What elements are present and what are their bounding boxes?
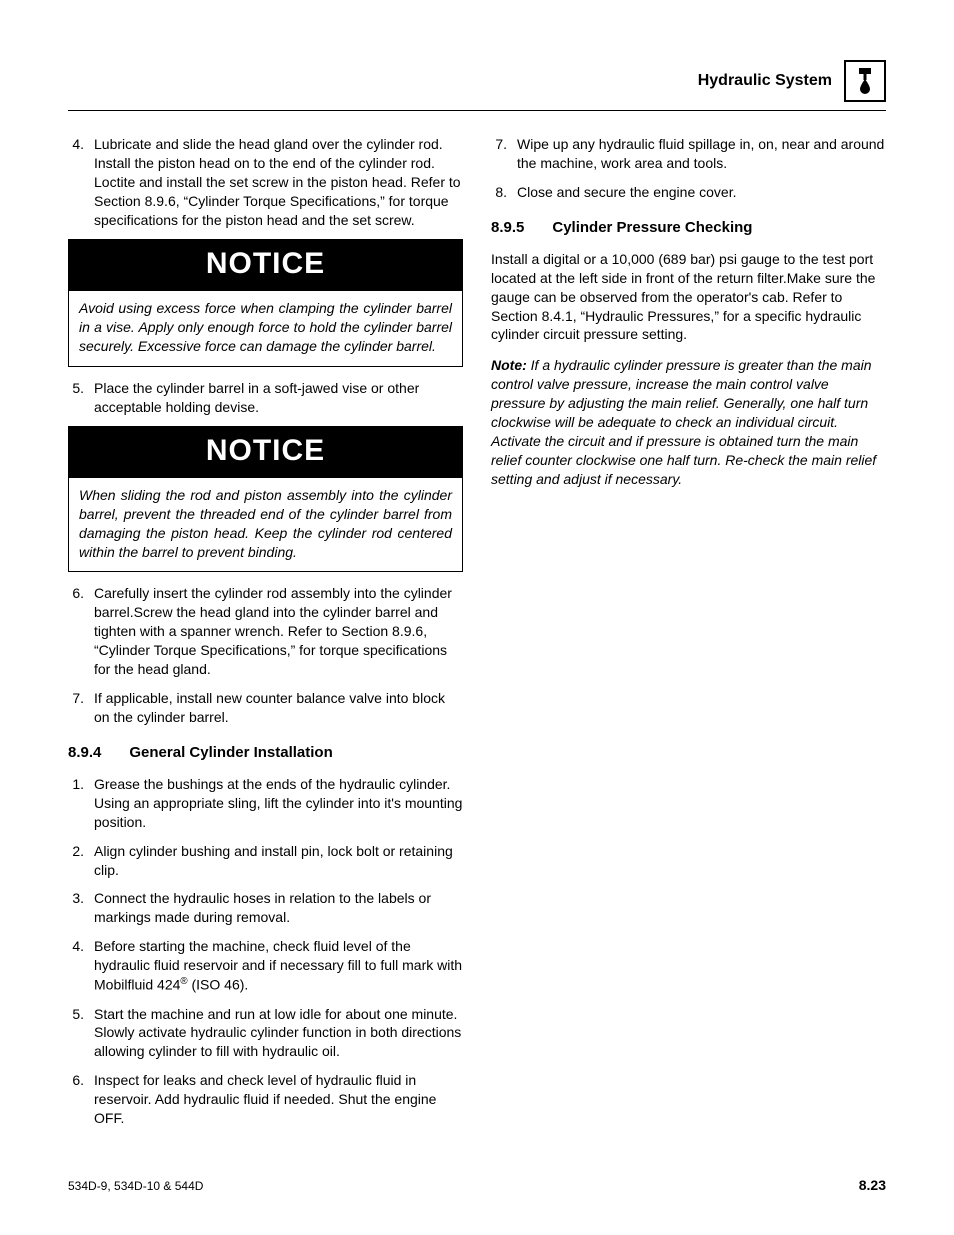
list-text: Place the cylinder barrel in a soft-jawe… xyxy=(94,379,463,417)
list-text: Close and secure the engine cover. xyxy=(517,183,886,202)
header-title: Hydraulic System xyxy=(698,70,832,92)
list-text: Connect the hydraulic hoses in relation … xyxy=(94,889,463,927)
subheading-895: 8.9.5 Cylinder Pressure Checking xyxy=(491,218,886,238)
note-block: Note: If a hydraulic cylinder pressure i… xyxy=(491,356,886,488)
list-number: 6. xyxy=(68,1071,94,1128)
subheading-number: 8.9.5 xyxy=(491,218,524,238)
list-number: 7. xyxy=(68,689,94,727)
list-number: 4. xyxy=(68,937,94,994)
list-number: 4. xyxy=(68,135,94,229)
notice-label: NOTICE xyxy=(69,427,462,478)
list-item: 3. Connect the hydraulic hoses in relati… xyxy=(68,889,463,927)
list-text: Before starting the machine, check fluid… xyxy=(94,937,463,994)
hydraulic-icon xyxy=(844,60,886,102)
list-text: Grease the bushings at the ends of the h… xyxy=(94,775,463,832)
registered-mark: ® xyxy=(180,976,187,987)
list-number: 2. xyxy=(68,842,94,880)
list-text: Wipe up any hydraulic fluid spillage in,… xyxy=(517,135,886,173)
left-column: 4. Lubricate and slide the head gland ov… xyxy=(68,135,463,1138)
list-text: Align cylinder bushing and install pin, … xyxy=(94,842,463,880)
list-item: 8. Close and secure the engine cover. xyxy=(491,183,886,202)
subheading-number: 8.9.4 xyxy=(68,743,101,763)
footer-left: 534D-9, 534D-10 & 544D xyxy=(68,1178,203,1194)
list-item: 2. Align cylinder bushing and install pi… xyxy=(68,842,463,880)
right-column: 7. Wipe up any hydraulic fluid spillage … xyxy=(491,135,886,1138)
list-number: 5. xyxy=(68,1005,94,1062)
list-number: 5. xyxy=(68,379,94,417)
subheading-title: Cylinder Pressure Checking xyxy=(552,218,752,238)
notice-box: NOTICE When sliding the rod and piston a… xyxy=(68,426,463,572)
content-columns: 4. Lubricate and slide the head gland ov… xyxy=(68,135,886,1138)
notice-body: Avoid using excess force when clamping t… xyxy=(69,291,462,366)
note-label: Note: xyxy=(491,357,527,373)
list-item: 6. Carefully insert the cylinder rod ass… xyxy=(68,584,463,678)
list-item: 1. Grease the bushings at the ends of th… xyxy=(68,775,463,832)
list-text: Start the machine and run at low idle fo… xyxy=(94,1005,463,1062)
notice-box: NOTICE Avoid using excess force when cla… xyxy=(68,239,463,366)
list-item: 4. Before starting the machine, check fl… xyxy=(68,937,463,994)
list-item: 5. Place the cylinder barrel in a soft-j… xyxy=(68,379,463,417)
list-item: 7. Wipe up any hydraulic fluid spillage … xyxy=(491,135,886,173)
paragraph: Install a digital or a 10,000 (689 bar) … xyxy=(491,250,886,344)
list-item: 5. Start the machine and run at low idle… xyxy=(68,1005,463,1062)
footer-page-number: 8.23 xyxy=(859,1176,886,1195)
list-text: Carefully insert the cylinder rod assemb… xyxy=(94,584,463,678)
list-text: If applicable, install new counter balan… xyxy=(94,689,463,727)
text-pre: Before starting the machine, check fluid… xyxy=(94,938,462,992)
list-item: 4. Lubricate and slide the head gland ov… xyxy=(68,135,463,229)
notice-body: When sliding the rod and piston assembly… xyxy=(69,478,462,572)
notice-label: NOTICE xyxy=(69,240,462,291)
list-number: 8. xyxy=(491,183,517,202)
header-rule xyxy=(68,110,886,111)
list-number: 1. xyxy=(68,775,94,832)
list-text: Inspect for leaks and check level of hyd… xyxy=(94,1071,463,1128)
subheading-894: 8.9.4 General Cylinder Installation xyxy=(68,743,463,763)
page-footer: 534D-9, 534D-10 & 544D 8.23 xyxy=(68,1176,886,1195)
subheading-title: General Cylinder Installation xyxy=(129,743,332,763)
page-header: Hydraulic System xyxy=(68,60,886,102)
text-post: (ISO 46). xyxy=(188,977,249,993)
list-text: Lubricate and slide the head gland over … xyxy=(94,135,463,229)
list-item: 7. If applicable, install new counter ba… xyxy=(68,689,463,727)
note-text: If a hydraulic cylinder pressure is grea… xyxy=(491,357,876,486)
list-item: 6. Inspect for leaks and check level of … xyxy=(68,1071,463,1128)
list-number: 3. xyxy=(68,889,94,927)
list-number: 6. xyxy=(68,584,94,678)
list-number: 7. xyxy=(491,135,517,173)
